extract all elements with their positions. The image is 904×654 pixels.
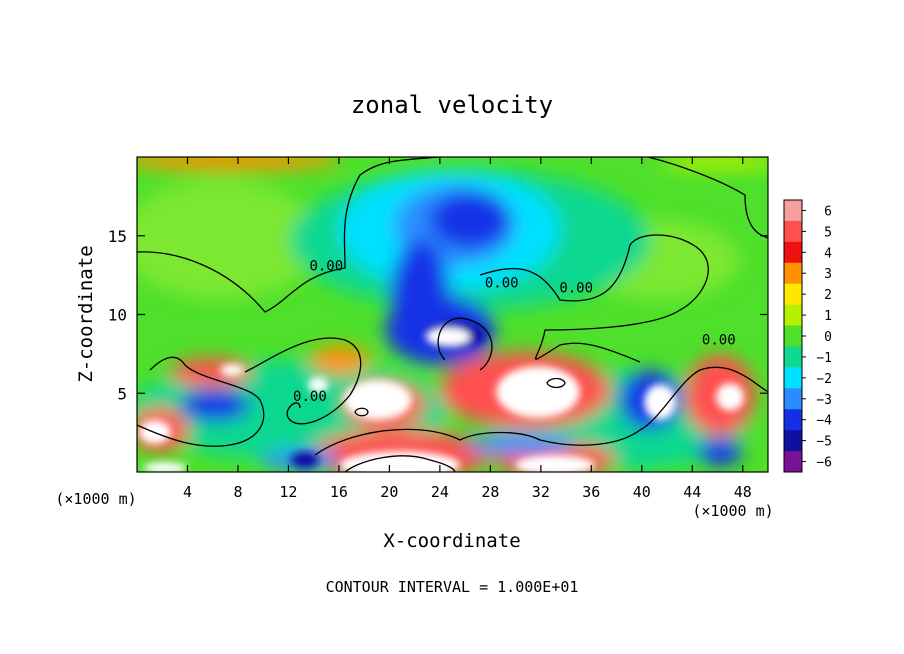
y-tick-label: 10 — [108, 306, 127, 325]
colorbar-label: 3 — [824, 267, 832, 282]
colorbar-label: −2 — [816, 372, 832, 387]
x-axis: 4 8 12 16 20 24 28 32 36 40 44 48 — [183, 157, 752, 501]
x-unit-label: (×1000 m) — [692, 502, 773, 520]
y-axis: 5 10 15 — [108, 227, 768, 403]
colorbar-label: −5 — [816, 435, 832, 450]
x-axis-label: X-coordinate — [383, 530, 520, 552]
x-tick-label: 4 — [183, 483, 192, 501]
colorbar-swatch — [784, 388, 802, 410]
x-tick-label: 44 — [683, 483, 701, 501]
contour-label: 0.00 — [559, 280, 593, 296]
x-tick-label: 40 — [633, 483, 651, 501]
contour-labels: 0.00 0.00 0.00 0.00 0.00 — [293, 258, 736, 405]
contour-interval-note: CONTOUR INTERVAL = 1.000E+01 — [326, 578, 579, 596]
contour-label: 0.00 — [702, 332, 736, 348]
colorbar-swatch — [784, 200, 802, 222]
colorbar-swatch — [784, 283, 802, 306]
x-tick-label: 24 — [431, 483, 449, 501]
x-tick-label: 32 — [532, 483, 550, 501]
x-tick-label: 28 — [481, 483, 499, 501]
colorbar-swatch — [784, 241, 802, 264]
colorbar-swatch — [784, 451, 802, 473]
contour-lines — [137, 157, 768, 472]
colorbar-label: −6 — [816, 456, 832, 471]
heatmap-plot-area — [137, 157, 768, 472]
colorbar-swatch — [784, 304, 802, 326]
x-tick-label: 36 — [582, 483, 600, 501]
y-unit-label: (×1000 m) — [55, 490, 136, 508]
colorbar-label: 2 — [824, 288, 832, 303]
x-tick-label: 48 — [734, 483, 752, 501]
chart-title: zonal velocity — [351, 91, 553, 119]
colorbar-label: 6 — [824, 204, 832, 219]
y-axis-label: Z-coordinate — [75, 245, 97, 382]
y-tick-label: 15 — [108, 227, 127, 246]
colorbar-swatch — [784, 325, 802, 347]
colorbar-swatch — [784, 409, 802, 431]
colorbar-label: −3 — [816, 393, 832, 408]
x-tick-label: 12 — [279, 483, 297, 501]
colorbar-swatch — [784, 367, 802, 389]
colorbar-swatch — [784, 346, 802, 368]
colorbar: 6 5 4 3 2 1 0 −1 −2 −3 −4 −5 −6 — [783, 199, 832, 473]
colorbar-label: −4 — [816, 414, 832, 429]
colorbar-label: 5 — [824, 225, 832, 240]
colorbar-swatch — [784, 430, 802, 452]
colorbar-swatch — [784, 220, 802, 243]
contour-label: 0.00 — [485, 276, 519, 292]
y-tick-label: 5 — [117, 384, 127, 403]
contour-label: 0.00 — [309, 258, 343, 274]
x-tick-label: 20 — [380, 483, 398, 501]
colorbar-swatch — [784, 262, 802, 285]
colorbar-label: 1 — [824, 309, 832, 324]
colorbar-label: −1 — [816, 351, 832, 366]
x-tick-label: 16 — [330, 483, 348, 501]
colorbar-label: 4 — [824, 246, 832, 261]
contour-label: 0.00 — [293, 389, 327, 405]
colorbar-label: 0 — [824, 330, 832, 345]
x-tick-label: 8 — [233, 483, 242, 501]
